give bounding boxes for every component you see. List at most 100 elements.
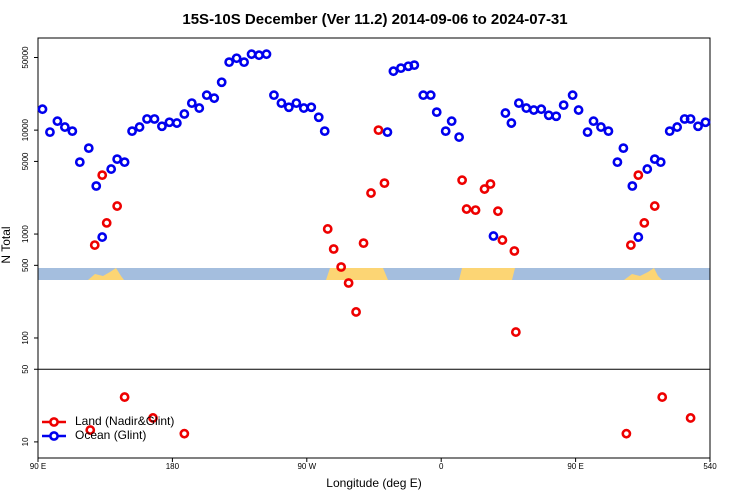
data-point bbox=[216, 77, 227, 88]
data-point bbox=[209, 93, 220, 104]
y-tick-label: 50 bbox=[21, 364, 30, 373]
data-point bbox=[603, 126, 614, 137]
data-point bbox=[693, 121, 703, 132]
data-point bbox=[283, 102, 294, 113]
data-point bbox=[328, 244, 339, 254]
data-point bbox=[493, 206, 503, 217]
data-point bbox=[254, 50, 264, 61]
data-point bbox=[97, 232, 108, 242]
data-point bbox=[269, 90, 279, 101]
data-point bbox=[379, 178, 390, 189]
data-point bbox=[596, 122, 606, 132]
data-point bbox=[528, 105, 539, 115]
data-point bbox=[261, 49, 272, 60]
data-point bbox=[446, 116, 457, 127]
data-point bbox=[45, 127, 55, 138]
data-point bbox=[621, 428, 632, 439]
data-point bbox=[470, 205, 481, 216]
data-point bbox=[536, 104, 547, 115]
data-point bbox=[513, 98, 524, 109]
plot-frame bbox=[37, 37, 711, 459]
data-point bbox=[313, 112, 324, 123]
y-tick-label: 10 bbox=[21, 437, 30, 446]
data-point bbox=[67, 126, 78, 137]
data-point bbox=[101, 218, 112, 228]
x-tick-label: 90 W bbox=[297, 462, 316, 471]
chart-title: 15S-10S December (Ver 11.2) 2014-09-06 t… bbox=[182, 11, 567, 28]
data-point bbox=[567, 90, 578, 101]
data-point bbox=[97, 170, 108, 181]
data-point bbox=[551, 111, 562, 122]
data-point bbox=[382, 127, 393, 138]
data-point bbox=[672, 122, 683, 132]
data-point bbox=[497, 235, 508, 245]
data-point bbox=[179, 428, 190, 439]
data-point bbox=[74, 157, 85, 168]
data-point bbox=[431, 107, 442, 118]
data-point bbox=[59, 122, 70, 132]
data-point bbox=[373, 125, 384, 136]
data-point bbox=[231, 53, 242, 64]
x-tick-label: 90 E bbox=[30, 462, 46, 471]
data-point bbox=[89, 240, 100, 250]
data-point bbox=[106, 164, 117, 174]
data-point bbox=[164, 117, 175, 128]
data-point bbox=[425, 90, 436, 101]
data-point bbox=[633, 170, 644, 181]
data-point bbox=[112, 154, 123, 165]
data-point bbox=[664, 126, 675, 137]
data-point bbox=[343, 278, 354, 288]
data-point bbox=[506, 118, 517, 128]
data-point bbox=[224, 57, 235, 68]
data-point bbox=[388, 66, 399, 77]
data-point bbox=[588, 116, 599, 127]
data-point bbox=[642, 164, 653, 174]
data-point bbox=[454, 132, 465, 142]
data-point bbox=[179, 109, 190, 119]
y-tick-label: 500 bbox=[21, 258, 30, 272]
y-axis-label: N Total bbox=[0, 226, 13, 263]
data-point bbox=[322, 224, 333, 234]
y-tick-label: 1000 bbox=[21, 225, 30, 243]
data-point bbox=[358, 238, 369, 249]
data-point bbox=[461, 204, 472, 214]
data-point bbox=[612, 157, 623, 168]
data-point bbox=[633, 232, 644, 242]
data-point bbox=[700, 117, 711, 128]
data-point bbox=[112, 201, 123, 211]
data-point bbox=[171, 118, 182, 128]
data-point bbox=[246, 49, 257, 60]
data-point bbox=[500, 108, 511, 118]
data-point bbox=[457, 175, 468, 186]
data-point bbox=[366, 188, 376, 198]
data-point bbox=[306, 102, 317, 113]
data-point bbox=[639, 218, 650, 228]
data-point bbox=[657, 392, 668, 402]
data-point bbox=[582, 127, 593, 138]
data-point bbox=[685, 413, 696, 423]
data-point bbox=[149, 114, 160, 124]
y-tick-label: 50000 bbox=[21, 46, 30, 69]
x-tick-label: 540 bbox=[703, 462, 717, 471]
data-point bbox=[485, 179, 496, 189]
data-point bbox=[157, 121, 167, 132]
data-point bbox=[194, 103, 205, 113]
x-tick-label: 0 bbox=[439, 462, 444, 471]
data-point bbox=[418, 90, 429, 101]
data-point bbox=[510, 327, 521, 337]
data-point bbox=[488, 231, 499, 241]
data-point bbox=[558, 100, 569, 111]
data-point bbox=[649, 201, 660, 211]
data-point bbox=[543, 110, 554, 121]
data-point bbox=[148, 413, 158, 423]
data-point bbox=[291, 98, 302, 109]
data-point bbox=[142, 114, 152, 124]
data-point bbox=[395, 63, 406, 74]
data-point bbox=[685, 114, 696, 124]
data-point bbox=[37, 104, 48, 115]
data-point bbox=[573, 105, 584, 115]
data-point bbox=[521, 103, 532, 113]
data-point bbox=[201, 90, 212, 101]
data-point bbox=[119, 392, 130, 402]
